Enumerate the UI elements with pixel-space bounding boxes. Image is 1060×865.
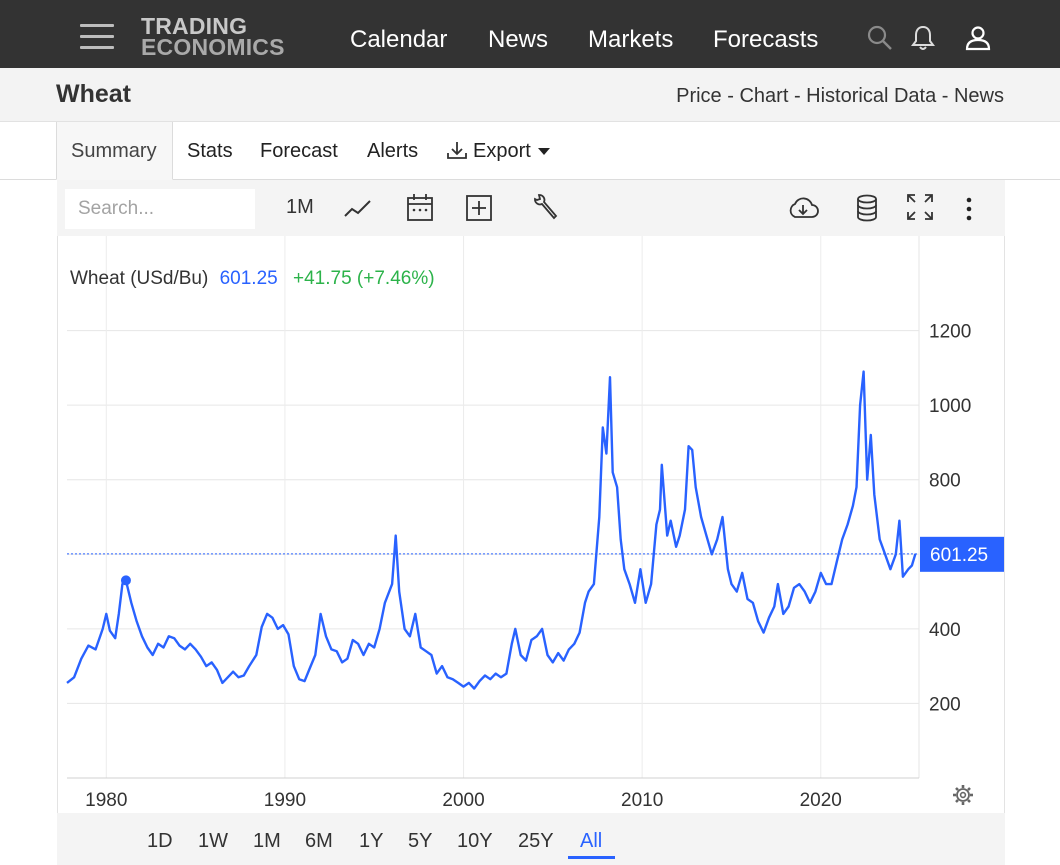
- crumb-news-link[interactable]: News: [953, 85, 1004, 107]
- breadcrumb: Price - Chart - Historical Data - News: [676, 85, 1004, 107]
- y-tick-label: 1200: [929, 322, 971, 343]
- tab-alerts[interactable]: Alerts: [367, 140, 419, 162]
- legend-change: +41.75 (+7.46%): [293, 268, 435, 289]
- line-chart-icon[interactable]: [343, 192, 373, 226]
- add-indicator-icon[interactable]: [465, 192, 493, 226]
- last-value-badge: 601.25: [920, 536, 1004, 572]
- logo-line1: TRADING: [141, 13, 248, 39]
- export-label: Export: [473, 140, 531, 162]
- x-tick-label: 1980: [85, 790, 127, 811]
- crumb-price-link[interactable]: Price: [676, 85, 722, 107]
- bell-icon[interactable]: [909, 24, 937, 52]
- site-logo[interactable]: TRADING ECONOMICS: [141, 13, 285, 60]
- range-25y-button[interactable]: 25Y: [518, 830, 554, 852]
- chart-grid: [67, 236, 920, 779]
- menu-icon[interactable]: [80, 24, 114, 50]
- page-title: Wheat: [56, 80, 131, 108]
- range-5y-button[interactable]: 5Y: [408, 830, 433, 852]
- nav-forecasts-link[interactable]: Forecasts: [713, 26, 819, 53]
- range-all-button[interactable]: All: [580, 830, 603, 852]
- crumb-historical-data-link[interactable]: Historical Data: [806, 85, 937, 107]
- range-10y-button[interactable]: 10Y: [457, 830, 493, 852]
- legend-last-value: 601.25: [220, 268, 278, 289]
- svg-text:Wheat (USd/Bu) 601.25: Wheat (USd/Bu) 601.25 +41.75 (+7.46%): [70, 268, 435, 289]
- x-tick-label: 1990: [264, 790, 306, 811]
- top-nav: TRADING ECONOMICS Calendar News Markets …: [0, 0, 1060, 68]
- series-line: [66, 370, 917, 690]
- chart-settings-icon[interactable]: [953, 785, 973, 805]
- tab-summary[interactable]: Summary: [56, 122, 173, 180]
- more-options-icon[interactable]: [962, 192, 976, 226]
- range-1w-button[interactable]: 1W: [198, 830, 228, 852]
- y-tick-label: 800: [929, 471, 961, 492]
- x-tick-label: 2010: [621, 790, 663, 811]
- range-bar: [57, 813, 1005, 865]
- last-value-label: 601.25: [930, 545, 988, 566]
- tab-forecast[interactable]: Forecast: [260, 140, 338, 162]
- tab-stats[interactable]: Stats: [187, 140, 233, 162]
- range-1d-button[interactable]: 1D: [147, 830, 173, 852]
- tab-bar: Summary Stats Forecast Alerts Export: [0, 122, 1060, 180]
- legend-series-name: Wheat (USd/Bu): [70, 268, 208, 289]
- y-tick-label: 400: [929, 620, 961, 641]
- wrench-icon[interactable]: [530, 192, 560, 226]
- interval-button[interactable]: 1M: [286, 196, 314, 218]
- crumb-chart-link[interactable]: Chart: [739, 85, 789, 107]
- nav-markets-link[interactable]: Markets: [588, 26, 674, 53]
- sub-header: Wheat Price - Chart - Historical Data - …: [0, 68, 1060, 122]
- range-1m-button[interactable]: 1M: [253, 830, 281, 852]
- x-tick-label: 2000: [442, 790, 484, 811]
- database-icon[interactable]: [854, 192, 880, 226]
- nav-calendar-link[interactable]: Calendar: [350, 26, 448, 53]
- nav-news-link[interactable]: News: [488, 26, 549, 53]
- y-axis: 200 400 800 1000 1200: [929, 322, 971, 716]
- fullscreen-icon[interactable]: [905, 192, 935, 226]
- logo-line2: ECONOMICS: [141, 34, 285, 60]
- download-icon: [447, 142, 467, 159]
- x-axis: 1980 1990 2000 2010 2020: [85, 790, 842, 811]
- price-chart[interactable]: Wheat (USd/Bu) 601.25 +41.75 (+7.46%) 20…: [57, 236, 1005, 813]
- cloud-download-icon[interactable]: [786, 192, 820, 226]
- y-tick-label: 1000: [929, 396, 971, 417]
- range-1y-button[interactable]: 1Y: [359, 830, 384, 852]
- series-marker: [120, 575, 131, 586]
- x-tick-label: 2020: [800, 790, 842, 811]
- range-6m-button[interactable]: 6M: [305, 830, 333, 852]
- calendar-icon[interactable]: [406, 192, 434, 226]
- search-input[interactable]: [65, 189, 255, 229]
- user-icon[interactable]: [964, 24, 992, 52]
- active-range-indicator: [568, 856, 615, 859]
- y-tick-label: 200: [929, 694, 961, 715]
- search-icon[interactable]: [866, 24, 894, 52]
- caret-down-icon: [538, 148, 550, 155]
